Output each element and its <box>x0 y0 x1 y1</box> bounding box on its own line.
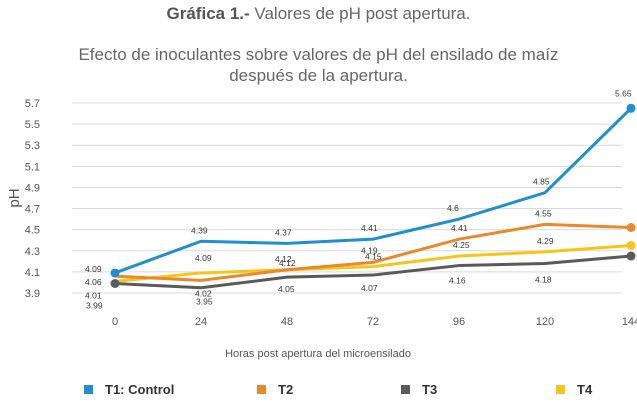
chart-subtitle: Efecto de inoculantes sobre valores de p… <box>0 44 637 86</box>
legend-swatch-t1 <box>84 385 93 394</box>
data-label-t4: 4.15 <box>365 252 382 262</box>
data-label-t3: 4.18 <box>535 274 552 284</box>
data-label-t4: 4.09 <box>195 253 212 263</box>
legend-swatch-t2 <box>257 385 266 394</box>
series-line-t3 <box>113 254 633 290</box>
legend-item-t4: T4 <box>556 382 592 397</box>
data-label-t2: 4.19 <box>361 245 378 255</box>
data-label-t1: 4.6 <box>447 203 459 213</box>
y-tick-label: 4.5 <box>25 225 40 237</box>
data-label-t4: 4.29 <box>537 236 554 246</box>
data-label-t1: 4.37 <box>275 227 292 237</box>
data-point-t1 <box>626 103 636 113</box>
data-point-t3 <box>626 251 636 261</box>
y-tick-label: 5.7 <box>25 98 40 110</box>
y-axis-title: pH <box>6 188 23 207</box>
legend-swatch-t3 <box>401 385 410 394</box>
subtitle-line-2: después de la apertura. <box>229 66 408 85</box>
data-label-t1: 5.65 <box>615 88 632 98</box>
x-tick-label: 120 <box>536 316 554 328</box>
data-label-t3: 3.95 <box>196 297 213 307</box>
legend-swatch-t4 <box>556 385 565 394</box>
chart-legend: T1: Control T2 T3 T4 <box>0 382 637 402</box>
data-label-t2: 4.41 <box>451 223 468 233</box>
y-tick-label: 5.1 <box>25 161 40 173</box>
data-label-t2: 4.06 <box>85 277 102 287</box>
ph-line-chart: 3.9 4.1 4.3 4.5 4.7 4.9 5.1 5.3 5.5 5.7 0 24 48 72 96 1… <box>6 88 637 360</box>
data-label-t3: 4.16 <box>449 276 466 286</box>
legend-label-t3: T3 <box>422 382 438 397</box>
x-tick-label: 0 <box>112 316 118 328</box>
heading-rest: Valores de pH post apertura. <box>249 4 471 23</box>
x-tick-label: 144 <box>622 316 637 328</box>
data-label-t2: 4.55 <box>535 208 552 218</box>
data-label-t3: 3.99 <box>86 301 103 311</box>
y-tick-label: 4.7 <box>25 204 40 216</box>
x-tick-label: 72 <box>367 316 379 328</box>
legend-item-t1: T1: Control <box>84 382 174 397</box>
x-tick-label: 48 <box>281 316 293 328</box>
series-line-t2 <box>113 222 633 282</box>
chart-heading: Gráfica 1.- Valores de pH post apertura. <box>0 4 637 24</box>
data-label-t1: 4.39 <box>191 225 208 235</box>
data-label-t2: 4.12 <box>275 254 292 264</box>
data-label-t1: 4.09 <box>85 264 102 274</box>
data-point-t3 <box>110 279 120 288</box>
subtitle-line-1: Efecto de inoculantes sobre valores de p… <box>78 45 559 64</box>
x-tick-label: 96 <box>453 316 465 328</box>
legend-item-t2: T2 <box>257 382 293 397</box>
y-tick-label: 3.9 <box>25 288 40 300</box>
y-tick-label: 4.3 <box>25 246 40 258</box>
data-label-t3: 4.05 <box>278 284 295 294</box>
data-point-t1 <box>110 268 120 278</box>
data-label-t3: 4.07 <box>361 283 378 293</box>
data-label-t2: 4.02 <box>195 288 212 298</box>
y-tick-label: 5.3 <box>25 140 40 152</box>
legend-label-t1: T1: Control <box>105 382 175 397</box>
data-label-t1: 4.41 <box>361 223 378 233</box>
data-label-t4: 4.25 <box>453 240 470 250</box>
y-tick-label: 4.1 <box>25 267 40 279</box>
data-point-t2 <box>626 223 636 233</box>
y-tick-label: 4.9 <box>25 182 40 194</box>
y-tick-label: 5.5 <box>25 119 40 131</box>
x-axis-title: Horas post apertura del microensilado <box>225 348 411 360</box>
data-label-t4: 4.12 <box>279 258 296 268</box>
legend-label-t2: T2 <box>278 382 294 397</box>
data-label-t1: 4.85 <box>533 177 550 187</box>
x-tick-label: 24 <box>195 316 207 328</box>
legend-label-t4: T4 <box>577 382 593 397</box>
series-line-t4 <box>113 244 633 283</box>
legend-item-t3: T3 <box>401 382 437 397</box>
series-line-t1 <box>113 106 633 275</box>
heading-bold: Gráfica 1.- <box>166 4 250 23</box>
data-label-t4: 4.01 <box>85 290 102 300</box>
data-point-t4 <box>626 241 636 250</box>
